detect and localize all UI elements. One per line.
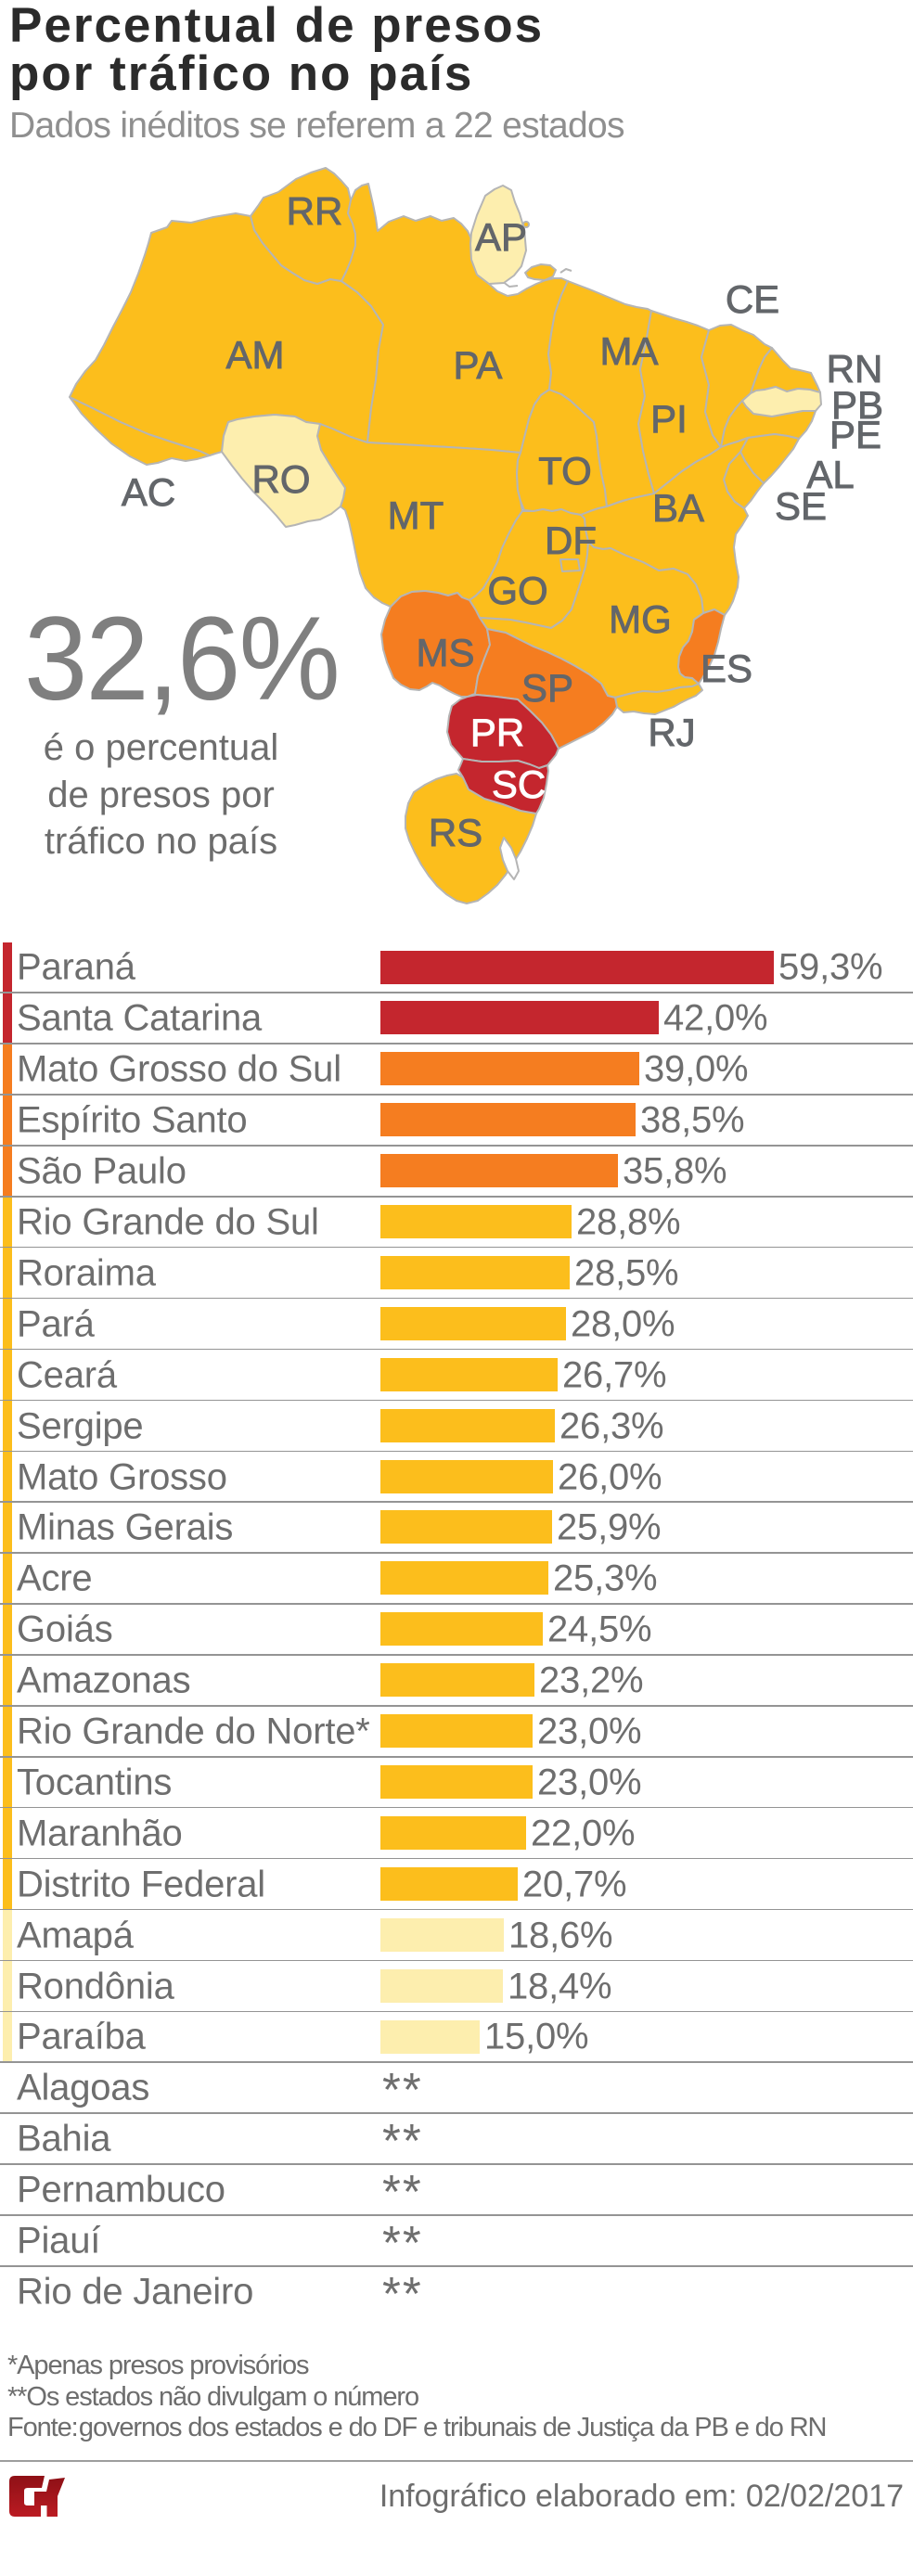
svg-text:AL: AL (806, 453, 854, 496)
svg-text:AC: AC (122, 470, 175, 514)
svg-text:TO: TO (538, 449, 592, 493)
svg-text:DF: DF (545, 519, 597, 562)
svg-text:GO: GO (487, 569, 547, 612)
svg-text:RS: RS (429, 811, 482, 854)
svg-text:RN: RN (827, 347, 883, 391)
svg-text:MT: MT (388, 493, 444, 537)
svg-text:AP: AP (475, 215, 527, 259)
svg-text:MA: MA (600, 329, 659, 373)
svg-text:BA: BA (652, 486, 704, 530)
svg-text:SC: SC (492, 763, 546, 806)
svg-text:PR: PR (470, 711, 524, 754)
svg-text:PI: PI (650, 397, 688, 441)
svg-text:AM: AM (226, 333, 285, 377)
svg-text:PE: PE (829, 413, 881, 456)
svg-text:PA: PA (454, 343, 503, 387)
svg-text:RO: RO (252, 457, 311, 501)
svg-text:MS: MS (417, 631, 475, 674)
svg-text:RR: RR (287, 189, 343, 233)
svg-text:PB: PB (831, 383, 883, 427)
svg-text:SP: SP (521, 666, 573, 710)
svg-text:MG: MG (609, 597, 672, 641)
svg-text:ES: ES (701, 647, 752, 690)
svg-text:RJ: RJ (648, 711, 695, 754)
svg-text:SE: SE (775, 484, 827, 528)
svg-text:CE: CE (726, 277, 779, 321)
